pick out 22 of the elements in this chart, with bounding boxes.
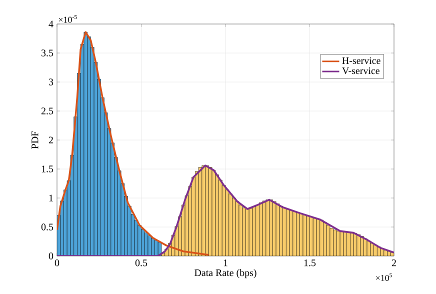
y-tick-label: 4: [48, 20, 54, 28]
y-tick-label: 3.5: [42, 50, 54, 56]
y-axis-title: PDF: [32, 131, 38, 149]
text: ×10$^{5}$: [376, 273, 392, 282]
x-tick-label: 0.5: [135, 260, 148, 266]
y-tick-label: 2: [48, 136, 53, 144]
y-tick-label: 1: [49, 194, 53, 202]
x-tick-label: 0: [54, 260, 60, 266]
y-tick-label: 2.5: [41, 108, 54, 114]
y-tick-label: 0.5: [41, 224, 54, 230]
y-tick-label: 0: [48, 252, 54, 260]
y-tick-label: 1.5: [42, 166, 54, 172]
x-axis-title: Data Rate (bps): [194, 269, 256, 278]
line-series: [57, 31, 210, 256]
legend-label: V-service: [342, 67, 380, 74]
x-tick-label: 1: [224, 260, 228, 266]
x-tick-label: 2: [392, 260, 396, 266]
legend-label: H-service: [342, 57, 380, 64]
x-tick-label: 1.5: [304, 260, 316, 266]
line-series: [57, 164, 394, 256]
y-tick-label: 3: [48, 78, 54, 86]
text: ×10$^{-5}$: [58, 14, 77, 23]
